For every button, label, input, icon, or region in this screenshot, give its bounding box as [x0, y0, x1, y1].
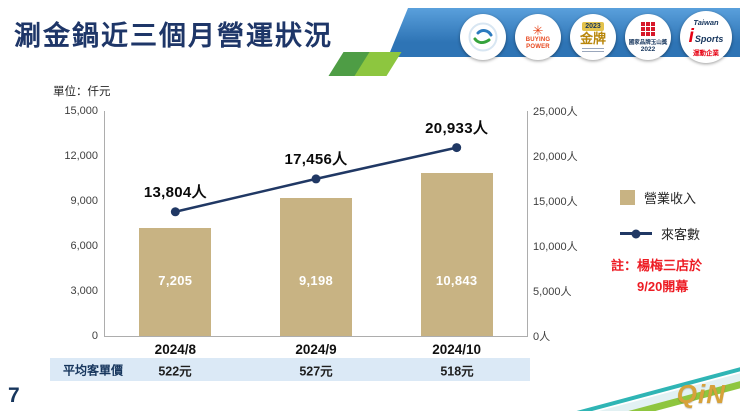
axis-unit-label: 單位：仟元	[53, 86, 111, 98]
isports-i-icon: i	[688, 25, 694, 47]
revenue-bar	[420, 173, 493, 336]
page-number: 7	[8, 384, 20, 407]
certification-emblem-icon	[468, 22, 498, 52]
revenue-bar	[139, 227, 212, 336]
left-axis-tick: 12,000	[64, 150, 98, 162]
footnote: 註：楊梅三店於 9/20開幕	[611, 256, 702, 298]
isports-corp-label: 運動企業	[693, 49, 719, 57]
isports-logo: i Sports	[689, 27, 724, 46]
visitors-line-icon	[620, 229, 652, 238]
chart-legend: 營業收入 來客數	[620, 188, 700, 243]
yushan-award-badge: 國家品牌玉山獎 2022	[625, 14, 671, 60]
isports-taiwan-label: Taiwan	[693, 17, 719, 27]
right-axis-tick: 15,000人	[533, 196, 578, 208]
gold-medal-title: 金牌	[579, 30, 606, 46]
buying-power-badge: ✳ BUYING POWER	[515, 14, 561, 60]
yushan-award-title: 國家品牌玉山獎	[628, 39, 668, 46]
left-axis-tick: 9,000	[70, 195, 98, 207]
visitors-point	[452, 143, 462, 153]
gold-medal-microtext	[582, 46, 604, 53]
left-axis-tick: 3,000	[70, 285, 98, 297]
x-axis-label: 2024/10	[432, 342, 482, 357]
legend-revenue: 營業收入	[620, 188, 700, 207]
visitors-value-label: 20,933人	[425, 119, 489, 137]
right-axis-tick: 0人	[533, 331, 551, 343]
revenue-bar-value: 9,198	[298, 273, 334, 288]
qin-logo: QiN	[676, 379, 726, 409]
left-axis-tick: 6,000	[70, 240, 98, 252]
visitors-value-label: 13,804人	[143, 183, 207, 201]
footnote-line1: 註：楊梅三店於	[611, 258, 703, 273]
left-axis-tick: 0	[91, 330, 98, 342]
isports-sports-label: Sports	[694, 33, 724, 44]
yushan-grid-icon	[641, 21, 655, 36]
buying-power-label: BUYING POWER	[525, 36, 551, 50]
page-title: 涮金鍋近三個月營運狀況	[14, 21, 333, 51]
revenue-bar	[280, 198, 352, 336]
right-axis-tick: 20,000人	[533, 151, 578, 163]
buying-power-star-icon: ✳	[532, 22, 544, 38]
visitors-value-label: 17,456人	[284, 150, 348, 168]
avg-price-value: 518元	[440, 364, 474, 378]
visitors-line-chart	[170, 143, 462, 217]
revenue-bar-value: 7,205	[158, 273, 193, 288]
revenue-bar-value: 10,843	[435, 273, 478, 288]
chart-plot-area: 0 3,000 6,000 9,000 12,000 15,000 0人 5,000人 10,0…	[64, 105, 577, 357]
left-axis-tick: 15,000	[64, 105, 98, 117]
yushan-award-year: 2022	[640, 45, 656, 53]
visitors-point	[311, 174, 321, 184]
visitors-point	[170, 207, 180, 217]
x-axis-label: 2024/8	[154, 342, 196, 357]
avg-price-label: 平均客單價	[63, 363, 124, 377]
gold-medal-year: 2023	[582, 21, 604, 31]
right-axis-tick: 10,000人	[533, 241, 578, 253]
right-axis-tick: 5,000人	[533, 286, 572, 298]
right-axis-tick: 25,000人	[533, 106, 578, 118]
legend-visitors: 來客數	[620, 224, 700, 243]
legend-visitors-label: 來客數	[661, 227, 701, 242]
gold-medal-2023-badge: 2023 金牌	[570, 14, 616, 60]
avg-price-value: 522元	[158, 364, 192, 378]
footnote-line2: 9/20開幕	[637, 278, 689, 294]
sports-certification-badge-icon	[460, 14, 506, 60]
taiwan-isports-badge: Taiwan i Sports 運動企業	[680, 11, 732, 63]
revenue-swatch-icon	[620, 190, 635, 205]
x-axis-label: 2024/9	[295, 342, 337, 357]
award-badges: ✳ BUYING POWER 2023 金牌 國家品牌玉山獎 2022 Taiw…	[460, 11, 732, 63]
avg-price-value: 527元	[299, 364, 333, 378]
avg-price-band: 平均客單價 522元 527元 518元	[50, 358, 530, 381]
legend-revenue-label: 營業收入	[644, 191, 697, 206]
